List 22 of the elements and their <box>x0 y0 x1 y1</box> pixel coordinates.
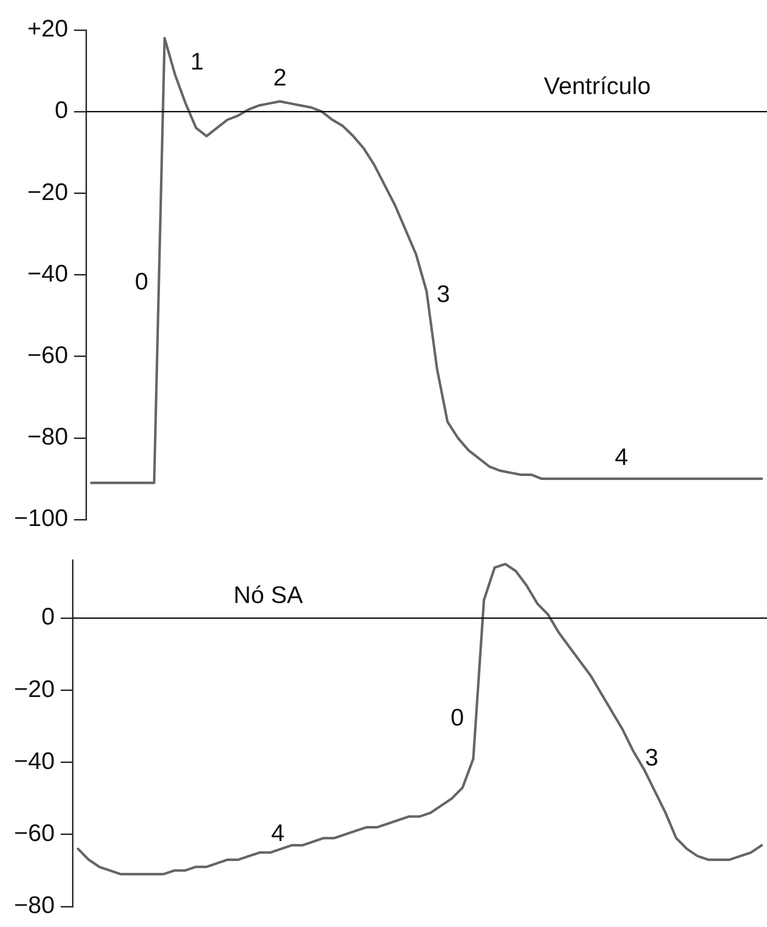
y-tick-label: 0 <box>54 97 68 124</box>
y-tick-label: −40 <box>27 260 68 288</box>
annotation: 0 <box>450 704 464 732</box>
annotation: 2 <box>273 64 287 92</box>
y-tick-label: −100 <box>14 505 68 532</box>
annotation: 1 <box>190 48 204 76</box>
annotation: 3 <box>436 280 450 308</box>
y-tick-label: −20 <box>14 676 55 703</box>
y-tick-label: −80 <box>27 424 68 451</box>
annotation: Nó SA <box>233 582 303 610</box>
annotation: Ventrículo <box>544 72 651 100</box>
annotation: 0 <box>134 268 148 296</box>
y-tick-label: −60 <box>14 820 55 848</box>
y-tick-label: 0 <box>41 604 55 631</box>
y-tick-label: −80 <box>14 892 55 920</box>
y-tick-label: +20 <box>27 16 68 43</box>
annotation: 4 <box>271 820 284 848</box>
y-tick-label: −40 <box>14 748 55 775</box>
y-tick-label: −20 <box>27 178 68 206</box>
y-tick-label: −60 <box>27 342 68 370</box>
annotation: 3 <box>644 744 658 772</box>
annotation: 4 <box>614 444 628 472</box>
